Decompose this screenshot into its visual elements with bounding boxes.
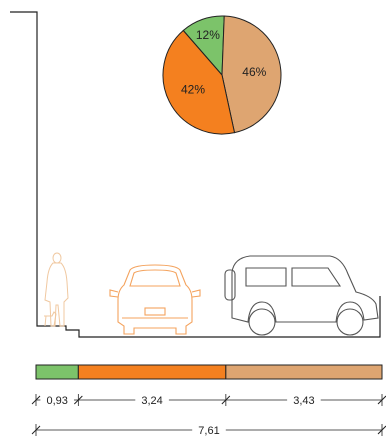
dimension-lines: 0,93 3,24 3,43 7,61 bbox=[31, 394, 386, 437]
pie-slice-42pct bbox=[162, 29, 236, 135]
suv-body-outline bbox=[231, 255, 379, 323]
dim-segment-1-label: 0,93 bbox=[46, 395, 67, 407]
suv-rear-wheel bbox=[248, 308, 276, 336]
car-body-outline bbox=[117, 264, 193, 335]
pie-label-12pct: 12% bbox=[196, 28, 220, 42]
dim-total-label: 7,61 bbox=[198, 425, 219, 437]
bar-segment-1 bbox=[35, 364, 79, 380]
pedestrian-body bbox=[44, 262, 69, 327]
suv-spare-tire bbox=[224, 269, 236, 301]
pedestrian-head bbox=[52, 252, 62, 264]
facade-and-sidewalk-line bbox=[10, 11, 381, 338]
pedestrian-dog bbox=[44, 311, 57, 327]
pie-chart: 12% 46% 42% bbox=[162, 15, 282, 135]
width-bar bbox=[35, 364, 383, 380]
car-mirror-right bbox=[191, 289, 201, 298]
car-plate bbox=[144, 307, 166, 316]
car-rear-view bbox=[109, 264, 201, 335]
bar-segment-3 bbox=[225, 364, 383, 380]
dim-segment-3-label: 3,43 bbox=[293, 395, 314, 407]
pedestrian-figure bbox=[44, 252, 69, 327]
car-rear-window bbox=[129, 269, 181, 287]
suv-front-wheel bbox=[336, 308, 364, 336]
pie-label-46pct: 46% bbox=[242, 65, 266, 79]
pie-slice-46pct bbox=[221, 15, 282, 134]
suv-windows bbox=[245, 267, 342, 287]
pie-label-42pct: 42% bbox=[181, 83, 205, 97]
dim-segment-2-label: 3,24 bbox=[141, 395, 162, 407]
street-profile bbox=[10, 11, 381, 338]
bar-segment-2 bbox=[77, 364, 227, 380]
suv-side-view bbox=[224, 255, 379, 336]
car-mirror-left bbox=[109, 289, 119, 298]
